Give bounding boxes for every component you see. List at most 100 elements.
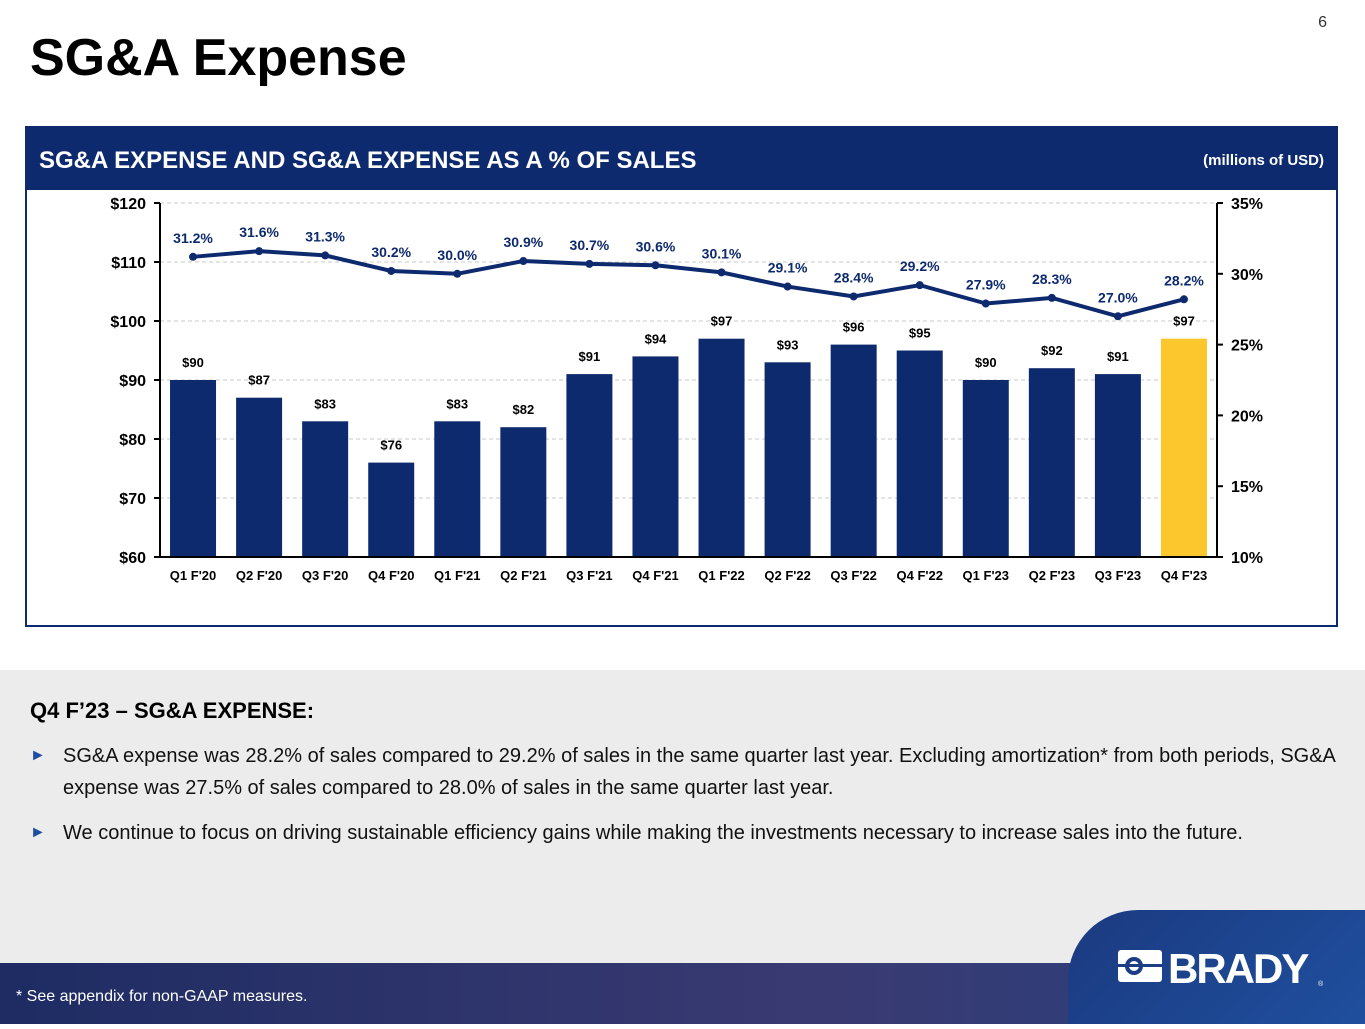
bar-label: $82 [512,402,534,417]
y-right-tick-label: 10% [1231,550,1263,567]
pct-point [453,269,462,278]
pct-label: 30.6% [636,238,676,254]
bar-label: $83 [446,396,468,411]
bar-label: $95 [909,326,931,341]
bar [764,362,811,557]
bar [632,356,679,557]
pct-point [1113,312,1122,321]
x-tick-label: Q2 F'22 [764,568,810,583]
pct-label: 28.4% [834,269,874,285]
x-tick-label: Q2 F'20 [236,568,282,583]
bullet-2: ► We continue to focus on driving sustain… [30,817,1340,849]
y-left-tick-label: $80 [119,432,146,449]
triangle-right-icon: ► [30,824,46,841]
pct-point [915,281,924,290]
page-number: 6 [1318,14,1327,31]
x-tick-label: Q1 F'22 [698,568,744,583]
pct-label: 29.2% [900,258,940,274]
bar-label: $90 [182,355,204,370]
pct-label: 30.2% [371,244,411,260]
bar [830,344,877,557]
y-right-tick-label: 15% [1231,479,1263,496]
x-tick-label: Q3 F'21 [566,568,612,583]
bar-label: $97 [1173,314,1195,329]
y-right-tick-label: 20% [1231,408,1263,425]
footnote: * See appendix for non-GAAP measures. [16,988,308,1005]
pct-label: 28.3% [1032,271,1072,287]
pct-point [849,292,858,301]
y-right-tick-label: 25% [1231,338,1263,355]
y-left-tick-label: $120 [110,196,146,213]
bar [896,350,943,557]
x-tick-label: Q2 F'23 [1029,568,1075,583]
x-tick-label: Q4 F'23 [1161,568,1207,583]
panel-heading: SG&A EXPENSE AND SG&A EXPENSE AS A % OF … [39,147,697,174]
triangle-right-icon: ► [30,747,46,764]
bar-label: $93 [777,337,799,352]
pct-point [321,251,330,260]
bar [1028,368,1075,557]
brady-logo: BRADY ® [1068,910,1365,1024]
bar-label: $90 [975,355,997,370]
bar-label: $91 [579,349,601,364]
bar [1160,338,1207,557]
pct-label: 31.2% [173,230,213,246]
bar-label: $87 [248,373,270,388]
y-right-tick-label: 30% [1231,267,1263,284]
x-tick-label: Q1 F'21 [434,568,480,583]
pct-label: 30.0% [437,247,477,263]
pct-point [1179,295,1188,304]
x-tick-label: Q2 F'21 [500,568,546,583]
pct-label: 29.1% [768,260,808,276]
brady-logo-mark: BRADY ® [1118,945,1324,992]
y-left-tick-label: $90 [119,373,146,390]
combo-chart: $60 $70 $80 $90 $100 $110 $120 10% 15% 20% 25% 30% 3… [110,196,1263,583]
pct-point [651,261,660,270]
pct-label: 30.7% [570,237,610,253]
bar-label: $96 [843,320,865,335]
bar-label: $76 [380,438,402,453]
bar [1094,374,1141,557]
y-left-tick-label: $70 [119,491,146,508]
svg-text:BRADY: BRADY [1168,945,1309,992]
x-tick-label: Q4 F'22 [896,568,942,583]
bullet-1: ► SG&A expense was 28.2% of sales compare… [30,740,1340,804]
bar-label: $83 [314,396,336,411]
pct-label: 30.9% [503,234,543,250]
pct-label: 27.9% [966,277,1006,293]
pct-label: 31.3% [305,228,345,244]
pct-point [387,266,396,275]
y-left-tick-label: $60 [119,550,146,567]
pct-point [585,259,594,268]
bar-label: $97 [711,314,733,329]
pct-point [717,268,726,277]
bar [500,427,547,557]
page-title: SG&A Expense [30,29,407,87]
bar [566,374,613,557]
bar [962,380,1009,557]
y-left-tick-label: $110 [111,255,146,272]
bar [302,421,349,557]
pct-label: 30.1% [702,245,742,261]
bar [434,421,481,557]
bar [170,380,217,557]
bar-label: $92 [1041,343,1063,358]
panel-header: SG&A EXPENSE AND SG&A EXPENSE AS A % OF … [27,128,1336,190]
pct-point [189,252,198,261]
pct-point [783,282,792,291]
units-label: (millions of USD) [1203,152,1324,169]
pct-label: 27.0% [1098,289,1138,305]
bar [368,462,415,557]
x-tick-label: Q1 F'20 [170,568,216,583]
pct-point [519,257,528,266]
x-tick-label: Q4 F'21 [632,568,678,583]
y-left-tick-label: $100 [110,314,146,331]
y-right-tick-label: 35% [1231,196,1263,213]
commentary-subtitle: Q4 F’23 – SG&A EXPENSE: [30,698,315,723]
x-tick-label: Q4 F'20 [368,568,414,583]
x-tick-label: Q3 F'22 [830,568,876,583]
bar-label: $94 [645,331,667,346]
pct-line [192,249,1185,319]
x-tick-label: Q3 F'23 [1095,568,1141,583]
bar [236,397,283,557]
